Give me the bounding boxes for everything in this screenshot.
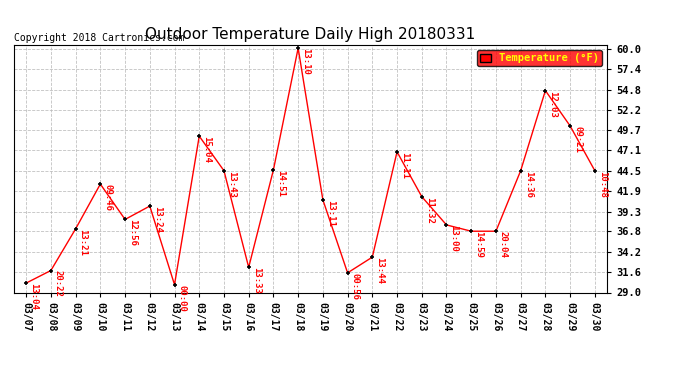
- Text: 11:32: 11:32: [425, 196, 434, 223]
- Point: [293, 45, 304, 51]
- Text: 13:44: 13:44: [375, 257, 384, 284]
- Point: [564, 123, 575, 129]
- Point: [391, 149, 402, 155]
- Text: 09:46: 09:46: [104, 184, 112, 211]
- Point: [144, 203, 155, 209]
- Point: [169, 282, 180, 288]
- Point: [589, 168, 600, 174]
- Text: 13:11: 13:11: [326, 200, 335, 226]
- Text: Copyright 2018 Cartronics.com: Copyright 2018 Cartronics.com: [14, 33, 184, 42]
- Point: [119, 216, 130, 222]
- Text: 20:22: 20:22: [54, 270, 63, 297]
- Point: [46, 267, 57, 273]
- Text: 11:11: 11:11: [400, 152, 409, 179]
- Point: [540, 88, 551, 94]
- Text: 09:21: 09:21: [573, 126, 582, 153]
- Text: 10:48: 10:48: [598, 171, 607, 198]
- Text: 13:43: 13:43: [227, 171, 236, 198]
- Text: 14:59: 14:59: [474, 231, 483, 258]
- Text: 13:04: 13:04: [29, 283, 38, 310]
- Text: 13:24: 13:24: [152, 206, 161, 233]
- Point: [515, 168, 526, 174]
- Legend: Temperature (°F): Temperature (°F): [477, 50, 602, 66]
- Point: [268, 167, 279, 173]
- Point: [466, 228, 477, 234]
- Text: 00:56: 00:56: [351, 273, 359, 300]
- Text: 12:03: 12:03: [549, 91, 558, 117]
- Text: 13:00: 13:00: [449, 225, 458, 252]
- Text: 14:51: 14:51: [277, 170, 286, 197]
- Point: [367, 254, 378, 260]
- Point: [441, 222, 452, 228]
- Text: 15:04: 15:04: [202, 136, 211, 163]
- Text: 13:33: 13:33: [252, 267, 261, 294]
- Text: 13:21: 13:21: [79, 229, 88, 256]
- Point: [21, 280, 32, 286]
- Text: 00:00: 00:00: [177, 285, 186, 312]
- Point: [95, 181, 106, 187]
- Point: [219, 168, 230, 174]
- Text: 13:10: 13:10: [301, 48, 310, 75]
- Point: [317, 197, 328, 203]
- Text: 12:56: 12:56: [128, 219, 137, 246]
- Title: Outdoor Temperature Daily High 20180331: Outdoor Temperature Daily High 20180331: [146, 27, 475, 42]
- Point: [70, 226, 81, 232]
- Text: 20:04: 20:04: [499, 231, 508, 258]
- Text: 14:36: 14:36: [524, 171, 533, 198]
- Point: [342, 270, 353, 276]
- Point: [194, 133, 205, 139]
- Point: [416, 194, 427, 200]
- Point: [243, 264, 254, 270]
- Point: [491, 228, 502, 234]
